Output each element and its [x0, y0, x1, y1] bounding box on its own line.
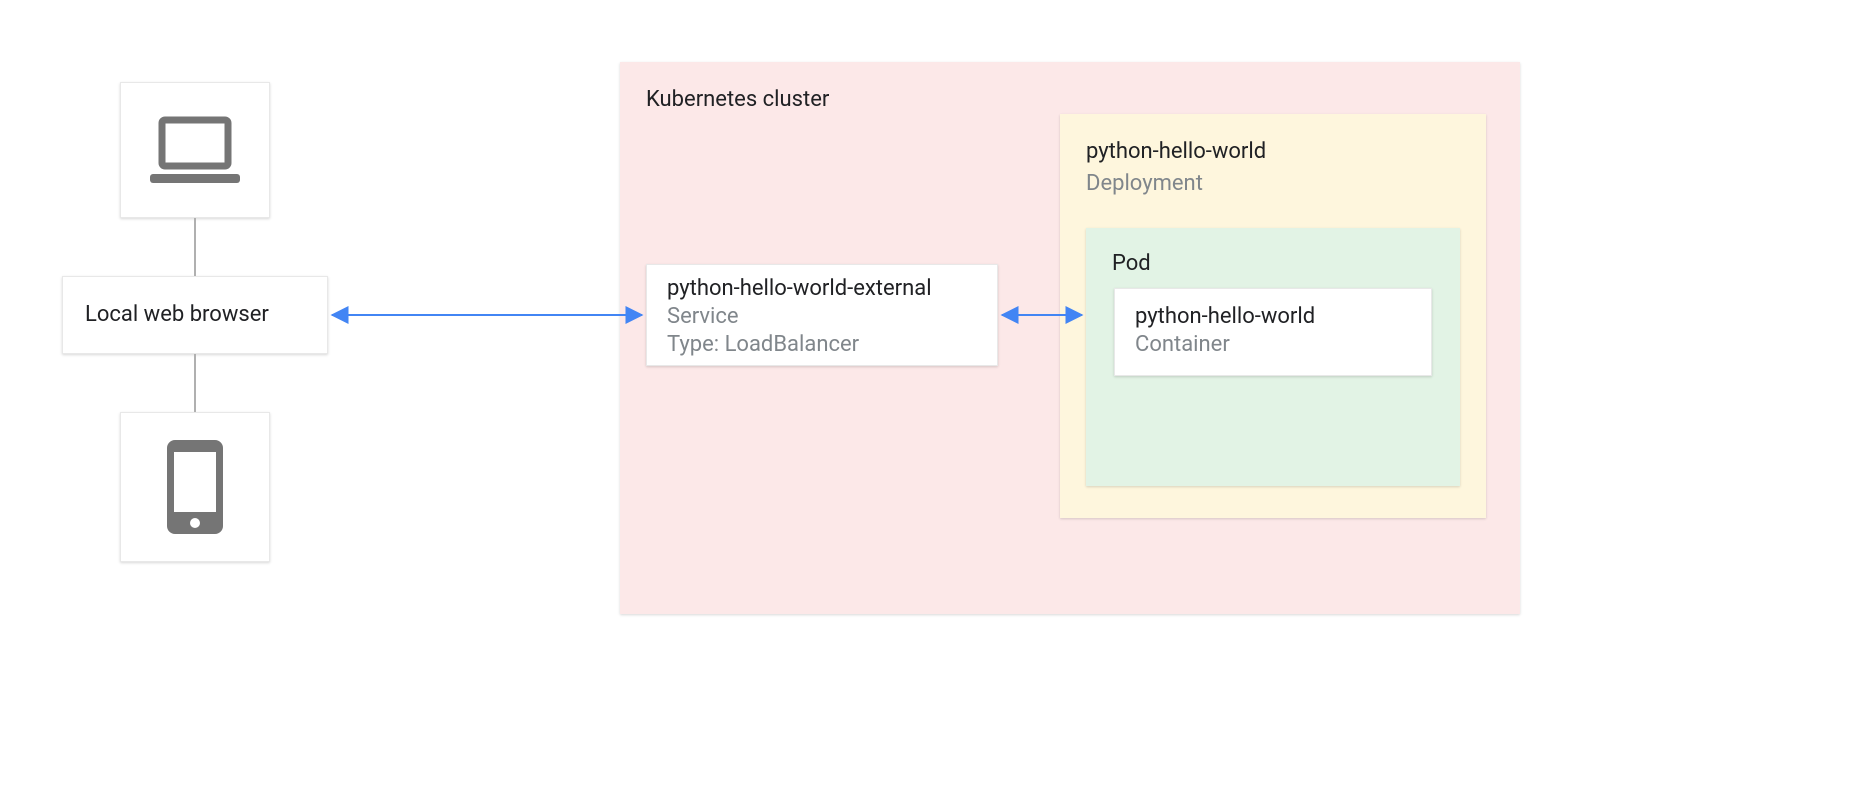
service-line3: Type: LoadBalancer	[667, 331, 977, 359]
service-box: python-hello-world-external Service Type…	[646, 264, 998, 366]
deployment-subtitle: Deployment	[1086, 170, 1203, 198]
phone-box	[120, 412, 270, 562]
pod-label: Pod	[1112, 250, 1151, 278]
browser-box: Local web browser	[62, 276, 328, 354]
browser-label: Local web browser	[85, 301, 269, 329]
laptop-box	[120, 82, 270, 218]
container-box: python-hello-world Container	[1114, 288, 1432, 376]
cluster-label: Kubernetes cluster	[646, 86, 829, 114]
service-line2: Service	[667, 303, 977, 331]
smartphone-icon	[167, 440, 223, 534]
container-subtitle: Container	[1135, 331, 1411, 359]
container-title: python-hello-world	[1135, 303, 1411, 331]
laptop-icon	[150, 116, 240, 184]
service-title: python-hello-world-external	[667, 275, 977, 303]
deployment-title: python-hello-world	[1086, 138, 1266, 166]
